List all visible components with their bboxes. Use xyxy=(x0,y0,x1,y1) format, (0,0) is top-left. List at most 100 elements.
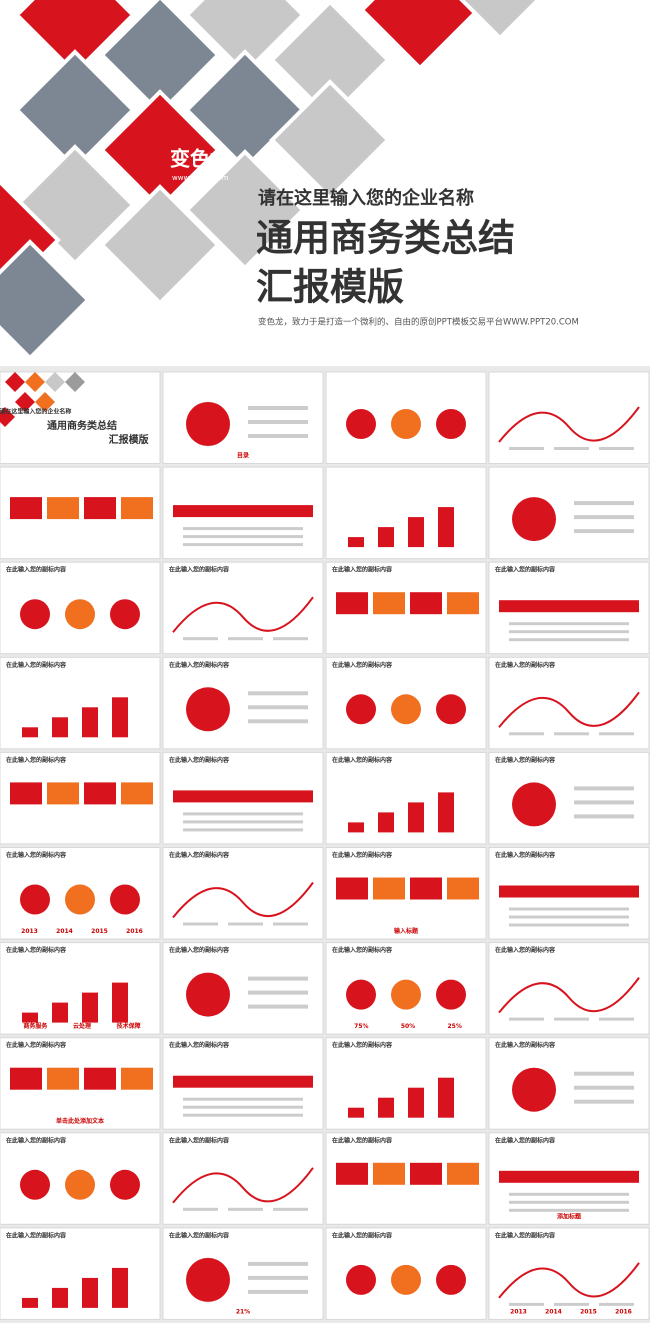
slide-title: 在此输入您的副标内容 xyxy=(495,661,555,669)
slide-title: 在此输入您的副标内容 xyxy=(6,661,66,669)
box-shape xyxy=(447,877,479,900)
box-shape xyxy=(410,1162,442,1185)
slide-title: 在此输入您的副标内容 xyxy=(495,851,555,859)
circle-shape xyxy=(346,979,376,1010)
slide-thumbnail: 在此输入您的副标内容 xyxy=(0,561,161,655)
circle-shape xyxy=(110,884,140,915)
circle-shape xyxy=(512,782,556,827)
curve xyxy=(498,977,640,1014)
circle-shape xyxy=(110,599,140,630)
diamond xyxy=(359,0,481,71)
text-line xyxy=(574,814,634,819)
slide-text: 2015 xyxy=(91,928,108,935)
slide-title: 在此输入您的副标内容 xyxy=(6,946,66,954)
text-line xyxy=(509,638,629,642)
slide-thumbnail: 在此输入您的副标内容 xyxy=(488,751,650,845)
slide-thumbnail: 在此输入您的副标内容 75% 50% 25% xyxy=(325,942,487,1035)
slide-text: 技术保障 xyxy=(117,1022,141,1030)
slide-title: 在此输入您的副标内容 xyxy=(332,1041,392,1049)
slide-text: 2014 xyxy=(56,928,73,935)
bar-shape xyxy=(52,717,68,738)
slide-thumbnail: 在此输入您的副标内容 xyxy=(0,751,161,845)
circle-shape xyxy=(436,979,466,1010)
box-shape xyxy=(121,497,153,520)
slide-title: 在此输入您的副标内容 xyxy=(6,756,66,764)
slide-thumbnail: 目录 xyxy=(162,371,324,464)
slide-text: 输入标题 xyxy=(394,927,419,935)
box-shape xyxy=(47,782,79,805)
bar-shape xyxy=(348,822,364,833)
text-line xyxy=(273,922,308,926)
diamond xyxy=(0,239,91,361)
slide-title: 在此输入您的副标内容 xyxy=(332,756,392,764)
slide-thumbnail xyxy=(0,466,161,560)
circle-shape xyxy=(391,694,421,725)
slide-title: 在此输入您的副标内容 xyxy=(6,1231,66,1239)
text-line xyxy=(183,637,218,641)
bar-shape xyxy=(82,1277,98,1308)
slide-title: 在此输入您的副标内容 xyxy=(169,1041,229,1049)
text-line xyxy=(574,501,634,506)
bar-shape xyxy=(52,1002,68,1023)
text-line xyxy=(248,1289,308,1294)
bar-shape xyxy=(22,727,38,738)
slide-title: 在此输入您的副标内容 xyxy=(495,1041,555,1049)
text-line xyxy=(183,828,303,832)
box-shape xyxy=(373,592,405,615)
text-line xyxy=(574,1071,634,1076)
title: 通用商务类总结 xyxy=(256,217,515,260)
bar-shape xyxy=(408,1087,424,1118)
slide-text: 云处理 xyxy=(73,1022,91,1030)
circle-shape xyxy=(186,402,230,446)
text-line xyxy=(509,907,629,911)
text-line xyxy=(509,1302,544,1306)
slide-text: 75% xyxy=(354,1023,368,1030)
box-shape xyxy=(47,1067,79,1090)
circle-shape xyxy=(110,1169,140,1200)
slide-title: 在此输入您的副标内容 xyxy=(6,1041,66,1049)
text-line xyxy=(554,1017,589,1021)
text-line xyxy=(509,447,544,450)
slide-thumbnail xyxy=(162,466,324,560)
bar-shape xyxy=(52,1287,68,1308)
slide-text: 2015 xyxy=(580,1308,597,1315)
text-line xyxy=(248,434,308,438)
curve xyxy=(498,691,640,728)
slide-thumbnail: 在此输入您的副标内容 xyxy=(325,1037,487,1130)
box-shape xyxy=(10,497,42,520)
text-line xyxy=(248,990,308,995)
slide-title: 在此输入您的副标内容 xyxy=(6,851,66,859)
slide-thumbnail: 在此输入您的副标内容 xyxy=(162,1132,324,1225)
slide-thumbnail: 在此输入您的副标内容 xyxy=(488,656,650,750)
slide-title: 在此输入您的副标内容 xyxy=(495,756,555,764)
text-line xyxy=(183,820,303,824)
circle-shape xyxy=(436,409,466,439)
box-shape xyxy=(84,1067,116,1090)
text-line xyxy=(509,1200,629,1204)
slide-title: 在此输入您的副标内容 xyxy=(169,566,229,574)
slide-thumbnail: 在此输入您的副标内容 xyxy=(325,1132,487,1225)
diamond xyxy=(45,372,65,392)
text-line xyxy=(273,637,308,641)
slide-text: 通用商务类总结 xyxy=(47,419,117,432)
bar-shape xyxy=(408,802,424,833)
curve xyxy=(172,881,314,919)
circle-shape xyxy=(436,694,466,725)
bar-shape xyxy=(378,812,394,833)
bar-shape xyxy=(438,507,454,548)
text-line xyxy=(183,543,303,547)
circle-shape xyxy=(20,599,50,630)
text-line xyxy=(248,691,308,696)
banner xyxy=(499,600,639,613)
curve xyxy=(498,406,640,443)
slide-text: 商务服务 xyxy=(23,1022,48,1030)
diamond xyxy=(25,372,45,392)
circle-shape xyxy=(186,687,230,732)
circle-shape xyxy=(512,497,556,542)
slide-title: 在此输入您的副标内容 xyxy=(495,946,555,954)
text-line xyxy=(509,732,544,736)
